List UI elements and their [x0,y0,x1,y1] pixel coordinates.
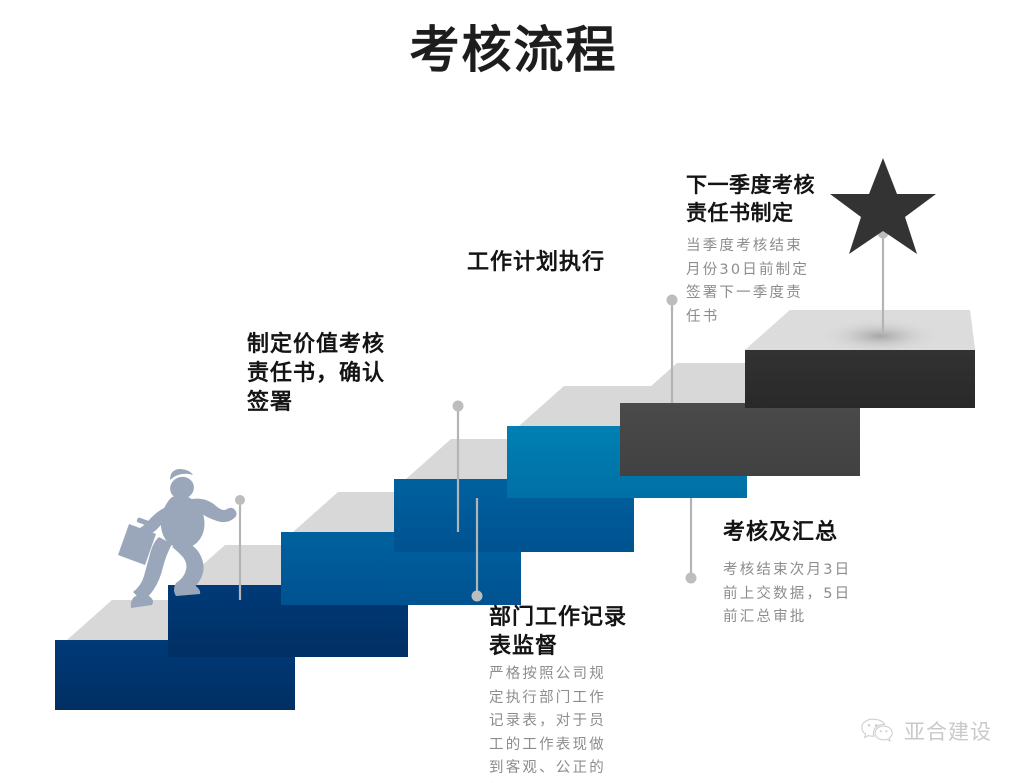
step-front-face-6 [620,403,860,476]
step-description-5: 当季度考核结束 月份30日前制定 签署下一季度责 任书 [686,238,810,325]
connector-pin-3 [666,294,678,403]
connector-pin-2 [471,498,483,602]
step-label-3: 工作计划执行 [467,248,677,283]
step-headline-2: 部门工作记录 表监督 [489,605,628,660]
step-headline-3: 工作计划执行 [467,250,606,275]
star-icon [830,158,936,254]
step-label-5: 下一季度考核 责任书制定 当季度考核结束 月份30日前制定 签署下一季度责 任书 [686,172,861,329]
step-label-1: 制定价值考核 责任书，确认 签署 [247,330,447,423]
connector-pin-4 [685,498,697,584]
watermark: 亚合建设 [860,716,992,746]
climbing-businessman-icon [118,469,237,608]
step-description-2: 严格按照公司规 定执行部门工作 记录表，对于员 工的工作表现做 到客观、公正的 … [489,666,606,776]
connector-pin-1 [235,495,245,600]
step-headline-1: 制定价值考核 责任书，确认 签署 [247,332,386,416]
step-top-glow [822,319,938,353]
step-headline-5: 下一季度考核 责任书制定 [686,173,815,225]
step-headline-4: 考核及汇总 [723,520,839,545]
connector-pin-1b [452,400,464,532]
watermark-text: 亚合建设 [904,720,992,744]
page-title: 考核流程 [409,21,618,79]
step-block-7 [745,310,975,408]
wechat-icon [861,718,893,742]
step-label-4: 考核及汇总 考核结束次月3日 前上交数据，5日 前汇总审批 [723,518,913,629]
step-description-4: 考核结束次月3日 前上交数据，5日 前汇总审批 [723,562,852,625]
step-label-2: 部门工作记录 表监督 严格按照公司规 定执行部门工作 记录表，对于员 工的工作表… [489,603,669,783]
step-front-face-7 [745,350,975,408]
